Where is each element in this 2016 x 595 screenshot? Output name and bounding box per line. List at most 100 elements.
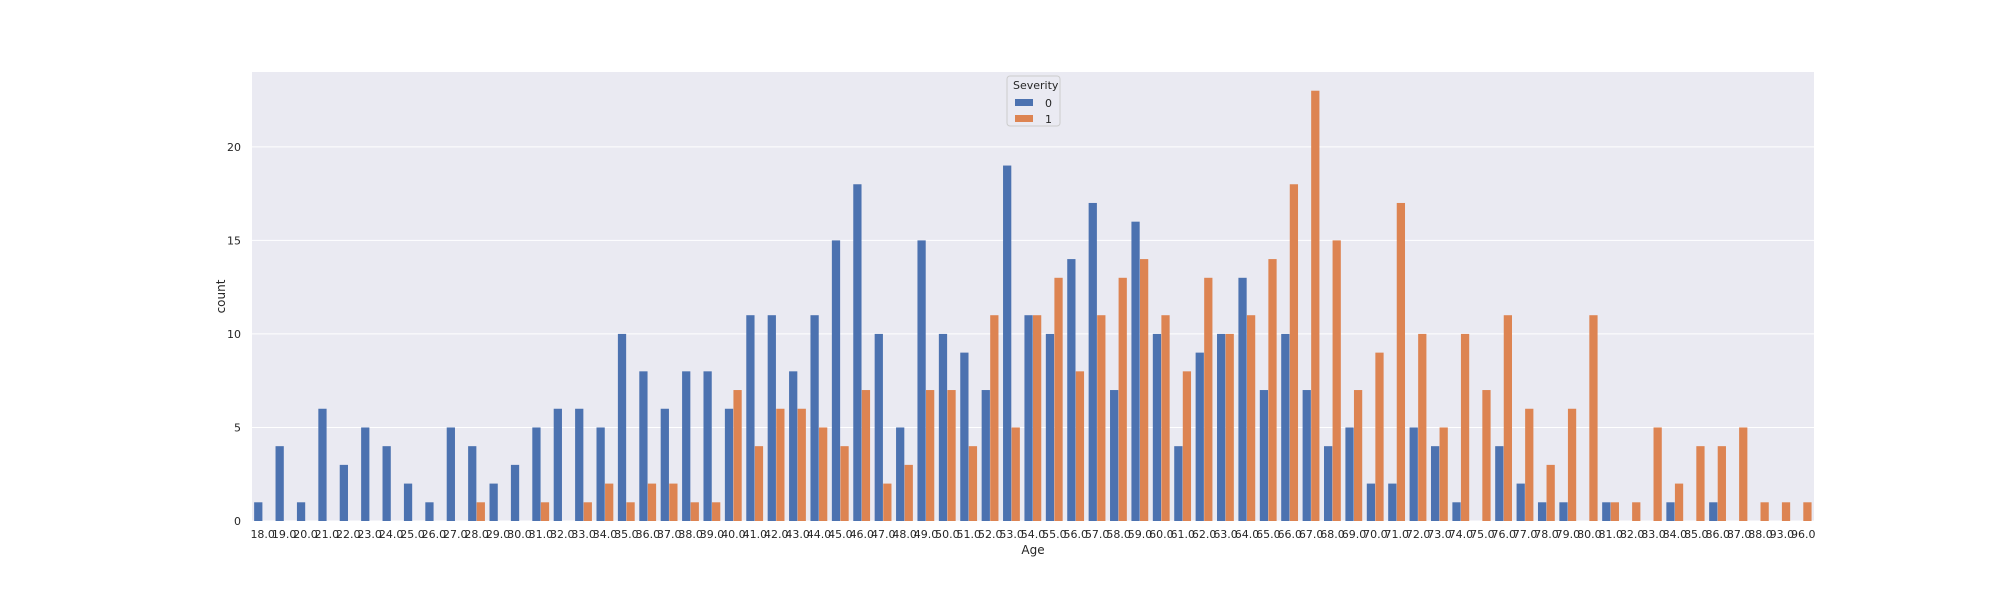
bar-severity-1: [1139, 259, 1149, 521]
x-tick-label: 67.0: [1299, 528, 1324, 541]
x-tick-label: 19.0: [272, 528, 297, 541]
bar-severity-1: [540, 502, 550, 521]
x-tick-label: 62.0: [1192, 528, 1217, 541]
bar-severity-1: [1610, 502, 1619, 521]
bar-severity-0: [767, 315, 776, 521]
bar-severity-0: [981, 390, 990, 521]
x-tick-label: 53.0: [999, 528, 1024, 541]
x-tick-label: 76.0: [1491, 528, 1516, 541]
bar-severity-0: [1281, 333, 1290, 521]
bar-severity-0: [1088, 202, 1097, 522]
bar-severity-0: [254, 502, 263, 521]
x-tick-label: 41.0: [743, 528, 768, 541]
bar-severity-0: [510, 464, 520, 521]
legend-entries: 01: [1015, 97, 1052, 126]
bar-severity-1: [1097, 315, 1106, 521]
bar-severity-1: [1739, 427, 1748, 521]
bar-severity-1: [1182, 371, 1192, 521]
x-tick-label: 86.0: [1705, 528, 1730, 541]
bar-severity-1: [690, 502, 699, 521]
x-tick-label: 21.0: [315, 528, 340, 541]
bar-severity-1: [1503, 315, 1512, 521]
bar-severity-1: [1482, 390, 1491, 521]
bar-severity-1: [1011, 427, 1020, 521]
x-tick-label: 96.0: [1791, 528, 1816, 541]
bar-severity-0: [896, 427, 905, 521]
bar-severity-0: [318, 408, 327, 521]
bar-severity-1: [712, 502, 721, 521]
bar-severity-0: [1666, 502, 1675, 521]
bar-severity-1: [1525, 408, 1534, 521]
y-tick-label: 0: [234, 515, 241, 528]
bar-severity-1: [776, 408, 785, 521]
bar-severity-0: [1324, 446, 1333, 521]
x-tick-label: 85.0: [1684, 528, 1709, 541]
x-tick-label: 46.0: [850, 528, 875, 541]
legend-swatch: [1015, 115, 1033, 122]
bar-severity-1: [990, 315, 999, 521]
x-tick-label: 30.0: [507, 528, 532, 541]
x-tick-label: 84.0: [1663, 528, 1688, 541]
x-tick-label: 63.0: [1213, 528, 1238, 541]
x-tick-label: 35.0: [614, 528, 639, 541]
legend-title: Severity: [1013, 79, 1059, 92]
x-tick-label: 75.0: [1470, 528, 1495, 541]
x-tick-label: 24.0: [379, 528, 404, 541]
bar-severity-0: [1217, 333, 1226, 521]
x-tick-label: 59.0: [1128, 528, 1153, 541]
bar-severity-1: [926, 390, 935, 521]
bar-severity-0: [1430, 446, 1440, 521]
bar-severity-0: [639, 371, 648, 521]
bar-severity-0: [1131, 221, 1140, 521]
bar-severity-1: [1225, 333, 1234, 521]
legend-box: [1006, 75, 1061, 127]
bar-severity-0: [425, 502, 434, 521]
x-tick-label: 36.0: [636, 528, 661, 541]
x-tick-label: 88.0: [1748, 528, 1773, 541]
x-axis-label: Age: [1021, 543, 1044, 557]
bar-severity-0: [617, 333, 627, 521]
x-tick-label: 34.0: [593, 528, 618, 541]
x-tick-label: 72.0: [1406, 528, 1431, 541]
bar-severity-0: [853, 184, 862, 521]
bar-severity-0: [489, 483, 498, 521]
bar-severity-1: [1332, 240, 1341, 521]
bar-severity-1: [1632, 502, 1641, 521]
bar-severity-0: [746, 315, 755, 521]
x-tick-label: 22.0: [336, 528, 361, 541]
x-tick-label: 58.0: [1106, 528, 1131, 541]
x-tick-label: 40.0: [721, 528, 746, 541]
bar-severity-1: [733, 390, 742, 521]
bar-severity-1: [968, 446, 978, 521]
x-tick-label: 51.0: [957, 528, 982, 541]
bar-severity-0: [789, 371, 798, 521]
bar-severity-1: [605, 483, 614, 521]
y-tick-label: 15: [227, 234, 241, 247]
bar-severity-1: [583, 502, 592, 521]
bar-severity-0: [275, 446, 284, 521]
bar-severity-0: [403, 483, 413, 521]
bar-severity-0: [938, 333, 948, 521]
bar-severity-0: [1516, 483, 1525, 521]
x-tick-label: 32.0: [550, 528, 575, 541]
bar-severity-1: [1418, 333, 1427, 521]
bar-severity-0: [596, 427, 605, 521]
bar-severity-1: [669, 483, 678, 521]
bar-severity-1: [1460, 333, 1470, 521]
bar-severity-0: [1024, 315, 1033, 521]
x-tick-label: 83.0: [1641, 528, 1666, 541]
x-tick-label: 80.0: [1577, 528, 1602, 541]
bar-severity-0: [1602, 502, 1611, 521]
legend: Severity 01: [1006, 75, 1061, 127]
bar-severity-1: [1760, 502, 1769, 521]
x-tick-label: 33.0: [571, 528, 596, 541]
x-tick-label: 48.0: [892, 528, 917, 541]
bar-severity-1: [626, 502, 635, 521]
x-tick-label: 47.0: [871, 528, 896, 541]
bar-severity-0: [532, 427, 541, 521]
bar-severity-1: [1204, 277, 1213, 521]
x-tick-label: 54.0: [1021, 528, 1046, 541]
y-axis-label: count: [214, 279, 228, 313]
bar-severity-1: [1054, 277, 1063, 521]
legend-swatch: [1015, 99, 1033, 106]
